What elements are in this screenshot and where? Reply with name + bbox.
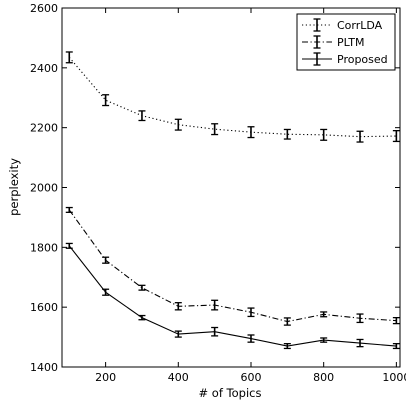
axes-layer: 200 400 600 800 1000 1400 1600 1800 2000 2200 2400… [30, 2, 406, 384]
legend: CorrLDA PLTM Proposed [296, 13, 396, 71]
legend-label-corrlda: CorrLDA [337, 19, 383, 32]
series-corrlda [65, 51, 400, 143]
series-line-corrlda [68, 57, 397, 138]
y-tick-label-1400: 1400 [30, 361, 58, 374]
errorbar-corrlda-300 [138, 110, 146, 122]
series-line-pltm [68, 209, 397, 323]
y-tick-label-1600: 1600 [30, 301, 58, 314]
errorbar-pltm-400 [174, 302, 182, 311]
errorbar-corrlda-900 [356, 130, 364, 143]
errorbar-corrlda-400 [174, 118, 182, 131]
x-tick-label-800: 800 [313, 371, 334, 384]
errorbar-pltm-800 [320, 311, 328, 318]
legend-label-proposed: Proposed [337, 53, 388, 66]
legend-box [296, 13, 396, 71]
legend-item-corrlda: CorrLDA [302, 18, 383, 32]
y-axis-label: perplexity [7, 158, 21, 216]
errorbar-proposed-700 [283, 343, 291, 350]
legend-label-pltm: PLTM [337, 36, 364, 49]
errorbar-proposed-200 [102, 288, 110, 296]
x-tick-label-600: 600 [240, 371, 261, 384]
errorbar-proposed-600 [247, 334, 255, 343]
series-pltm [65, 206, 400, 326]
errorbar-corrlda-1000 [392, 130, 400, 143]
series-line-proposed [68, 245, 397, 347]
errorbar-pltm-200 [102, 256, 110, 264]
errorbar-corrlda-100 [65, 51, 73, 64]
errorbar-pltm-600 [247, 307, 255, 318]
errorbar-proposed-100 [65, 242, 73, 249]
errorbar-proposed-800 [320, 337, 328, 343]
errorbar-corrlda-600 [247, 126, 255, 139]
errorbar-proposed-1000 [392, 343, 400, 350]
errorbar-proposed-400 [174, 330, 182, 338]
y-tick-label-1800: 1800 [30, 241, 58, 254]
legend-item-pltm: PLTM [302, 35, 364, 49]
x-axis-label: # of Topics [199, 386, 262, 400]
series-layer [65, 51, 400, 350]
errorbar-pltm-700 [283, 317, 291, 326]
y-tick-label-2600: 2600 [30, 2, 58, 15]
errorbar-corrlda-200 [102, 94, 110, 107]
x-tick-label-1000: 1000 [382, 371, 406, 384]
series-proposed [65, 242, 400, 350]
errorbar-corrlda-700 [283, 128, 291, 140]
errorbar-pltm-500 [211, 299, 219, 311]
y-tick-label-2400: 2400 [30, 62, 58, 75]
errorbar-proposed-900 [356, 338, 364, 348]
x-tick-label-400: 400 [168, 371, 189, 384]
y-tick-label-2200: 2200 [30, 122, 58, 135]
errorbar-pltm-1000 [392, 316, 400, 325]
legend-item-proposed: Proposed [302, 52, 388, 66]
errorbar-corrlda-500 [211, 123, 219, 136]
errorbar-proposed-500 [211, 326, 219, 337]
errorbar-proposed-300 [138, 314, 146, 321]
errorbar-pltm-300 [138, 284, 146, 291]
x-tick-label-200: 200 [95, 371, 116, 384]
errorbar-corrlda-800 [320, 128, 328, 141]
errorbar-pltm-100 [65, 206, 73, 213]
y-tick-label-2000: 2000 [30, 182, 58, 195]
errorbar-pltm-900 [356, 313, 364, 324]
